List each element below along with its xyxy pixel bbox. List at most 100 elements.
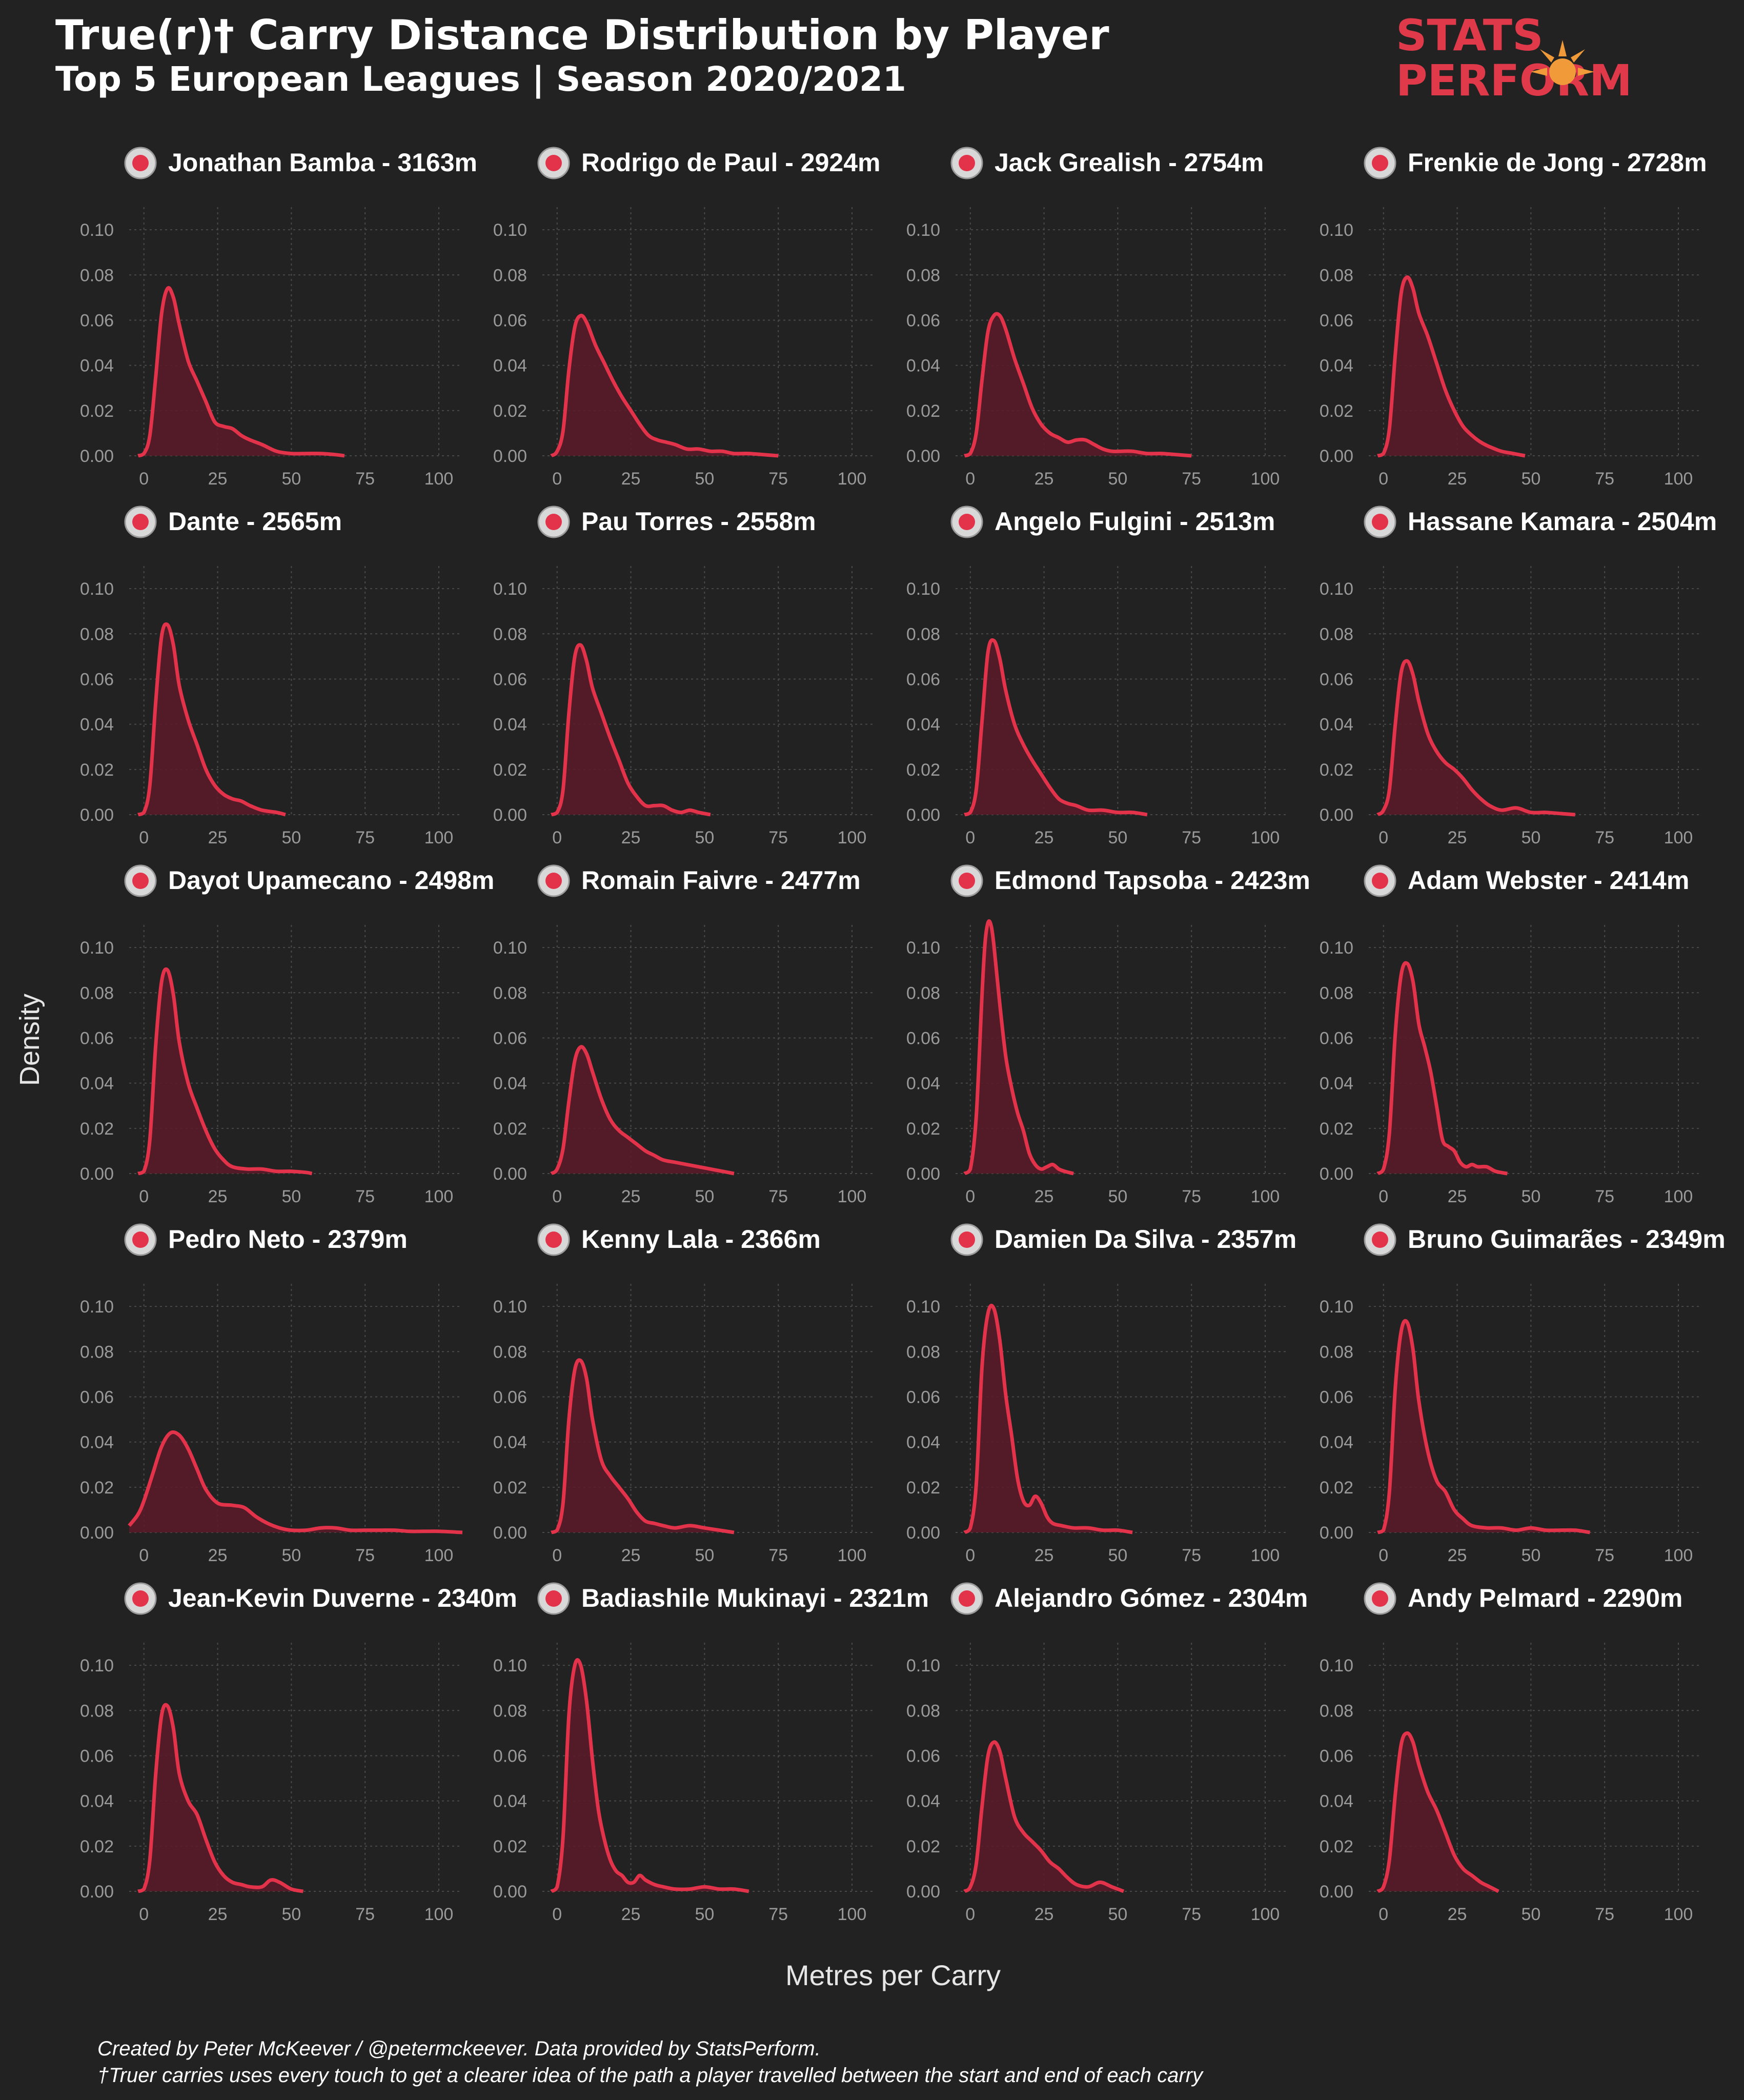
x-tick-label: 100: [424, 828, 454, 847]
y-tick-label: 0.06: [80, 1028, 114, 1048]
y-tick-label: 0.08: [906, 1342, 940, 1362]
lille-badge-icon: [124, 147, 157, 179]
x-tick-label: 0: [552, 828, 562, 847]
x-tick-label: 100: [1664, 828, 1693, 847]
x-tick-label: 25: [1035, 1187, 1054, 1206]
y-tick-label: 0.08: [1320, 1701, 1353, 1721]
y-tick-label: 0.00: [906, 447, 940, 466]
x-tick-label: 75: [355, 1905, 375, 1924]
y-tick-label: 0.02: [493, 1119, 527, 1139]
density-area: [551, 315, 779, 456]
x-tick-label: 25: [1035, 469, 1054, 489]
x-tick-label: 50: [695, 1187, 714, 1206]
panel-title: Dayot Upamecano - 2498m: [168, 866, 494, 895]
panel-7: 0.00 0.02 0.04 0.06 0.08 0.10 0 25 50 75 100 Angelo…: [906, 506, 1289, 847]
y-tick-label: 0.00: [906, 805, 940, 825]
y-tick-label: 0.02: [80, 401, 114, 421]
x-tick-label: 100: [1664, 1187, 1693, 1206]
x-tick-label: 75: [768, 1905, 788, 1924]
udinese-badge-icon: [537, 147, 570, 179]
x-tick-label: 50: [281, 1905, 301, 1924]
panel-5: 0.00 0.02 0.04 0.06 0.08 0.10 0 25 50 75 100 Dante …: [80, 506, 462, 847]
density-area: [1377, 277, 1525, 456]
x-tick-label: 25: [1448, 1187, 1467, 1206]
y-tick-label: 0.02: [906, 1837, 940, 1856]
y-tick-label: 0.06: [906, 311, 940, 330]
y-tick-label: 0.08: [493, 1342, 527, 1362]
x-tick-label: 25: [208, 1905, 228, 1924]
y-tick-label: 0.00: [493, 447, 527, 466]
y-tick-label: 0.04: [1320, 1074, 1353, 1094]
x-tick-label: 75: [1595, 1187, 1614, 1206]
y-tick-label: 0.02: [493, 760, 527, 780]
panel-11: 0.00 0.02 0.04 0.06 0.08 0.10 0 25 50 75 100 Edmond…: [906, 864, 1310, 1206]
y-tick-label: 0.02: [1320, 760, 1353, 780]
panel-title: Romain Faivre - 2477m: [581, 866, 861, 895]
panel-1: 0.00 0.02 0.04 0.06 0.08 0.10 0 25 50 75 100 Jonath…: [80, 147, 477, 489]
x-tick-label: 50: [1108, 828, 1127, 847]
y-tick-label: 0.00: [80, 805, 114, 825]
y-tick-label: 0.04: [493, 1433, 527, 1452]
panel-9: 0.00 0.02 0.04 0.06 0.08 0.10 0 25 50 75 100 Dayot …: [80, 864, 494, 1206]
x-tick-label: 100: [838, 469, 867, 489]
x-tick-label: 100: [1251, 469, 1280, 489]
y-tick-label: 0.08: [1320, 266, 1353, 285]
x-tick-label: 25: [208, 1546, 228, 1565]
panel-title: Andy Pelmard - 2290m: [1408, 1584, 1682, 1612]
leverkusen-badge-icon: [950, 864, 983, 897]
nice-badge-icon: [1364, 1582, 1396, 1615]
x-tick-label: 50: [1521, 1905, 1540, 1924]
y-tick-label: 0.10: [1320, 220, 1353, 240]
x-tick-label: 100: [1664, 1546, 1693, 1565]
y-tick-label: 0.06: [906, 1028, 940, 1048]
x-tick-label: 75: [355, 828, 375, 847]
y-tick-label: 0.08: [906, 266, 940, 285]
x-tick-label: 50: [695, 469, 714, 489]
density-line: [137, 622, 286, 817]
x-tick-label: 50: [281, 1187, 301, 1206]
y-tick-label: 0.02: [493, 401, 527, 421]
x-tick-label: 100: [838, 1905, 867, 1924]
logo-text-stats: STATS: [1396, 10, 1544, 60]
x-axis-label: Metres per Carry: [785, 1959, 1001, 1991]
density-line: [550, 313, 779, 458]
y-tick-label: 0.10: [1320, 938, 1353, 958]
x-tick-label: 25: [1448, 469, 1467, 489]
density-area: [129, 1432, 462, 1532]
panel-19: 0.00 0.02 0.04 0.06 0.08 0.10 0 25 50 75 100 Alejan…: [906, 1582, 1308, 1924]
y-tick-label: 0.00: [906, 1882, 940, 1902]
y-tick-label: 0.04: [80, 1074, 114, 1094]
barcelona-badge-icon: [1364, 147, 1396, 179]
y-tick-label: 0.08: [493, 1701, 527, 1721]
y-tick-label: 0.00: [493, 1882, 527, 1902]
x-tick-label: 100: [1251, 1905, 1280, 1924]
x-tick-label: 25: [1035, 828, 1054, 847]
y-tick-label: 0.08: [1320, 1342, 1353, 1362]
atalanta-badge-icon: [950, 1582, 983, 1615]
y-tick-label: 0.02: [493, 1478, 527, 1498]
density-area: [964, 314, 1192, 456]
y-tick-label: 0.08: [906, 624, 940, 644]
x-tick-label: 0: [139, 469, 149, 489]
x-tick-label: 75: [768, 828, 788, 847]
density-area: [138, 1705, 303, 1891]
x-tick-label: 50: [695, 1546, 714, 1565]
y-tick-label: 0.04: [493, 1074, 527, 1094]
density-line: [964, 312, 1192, 458]
y-tick-label: 0.08: [1320, 624, 1353, 644]
y-tick-label: 0.02: [80, 1837, 114, 1856]
density-line: [1377, 1319, 1590, 1534]
panel-title: Frenkie de Jong - 2728m: [1408, 148, 1707, 177]
y-tick-label: 0.04: [906, 715, 940, 735]
panel-4: 0.00 0.02 0.04 0.06 0.08 0.10 0 25 50 75 100 Frenki…: [1320, 147, 1707, 489]
density-area: [138, 624, 286, 815]
y-tick-label: 0.10: [80, 938, 114, 958]
panel-15: 0.00 0.02 0.04 0.06 0.08 0.10 0 25 50 75 100 Damien…: [906, 1223, 1296, 1565]
density-line: [963, 919, 1074, 1176]
panel-title: Pedro Neto - 2379m: [168, 1225, 408, 1254]
stats-perform-logo: STATS PERFORM: [1396, 10, 1632, 103]
x-tick-label: 25: [1035, 1905, 1054, 1924]
y-tick-label: 0.00: [80, 1523, 114, 1543]
density-line: [137, 1703, 304, 1893]
